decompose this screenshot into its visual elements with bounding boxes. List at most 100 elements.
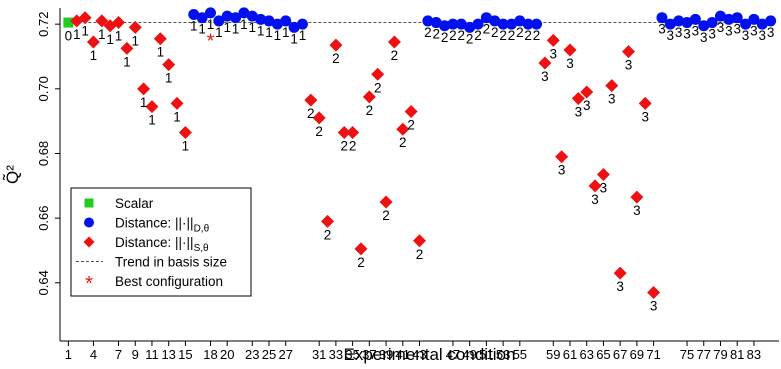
point-label: 3: [675, 25, 683, 40]
point-label: 1: [240, 17, 248, 32]
x-tick-label: 59: [546, 347, 560, 362]
point-label: 2: [499, 28, 507, 43]
point-label: 1: [249, 20, 257, 35]
point-label: 1: [98, 27, 106, 42]
point-label: 1: [165, 71, 173, 86]
point-label: 3: [658, 22, 666, 37]
point-label: 2: [416, 247, 424, 262]
point-label: 3: [717, 20, 725, 35]
point-label: 1: [115, 29, 123, 44]
point-label: 2: [357, 255, 365, 270]
point-label: 3: [708, 27, 716, 42]
data-point: [371, 68, 384, 81]
point-label: 1: [90, 48, 98, 63]
point-label: 1: [257, 23, 265, 38]
point-label: 2: [432, 27, 440, 42]
point-label: 1: [207, 17, 215, 32]
x-tick-label: 25: [262, 347, 276, 362]
point-label: 3: [750, 23, 758, 38]
y-tick-label: 0.64: [36, 270, 51, 295]
x-tick-label: 69: [630, 347, 644, 362]
point-label: 1: [140, 95, 148, 110]
point-label: 2: [366, 103, 374, 118]
x-tick-label: 23: [245, 347, 259, 362]
point-label: 1: [282, 25, 290, 40]
point-label: 1: [123, 54, 131, 69]
point-label: 3: [633, 203, 641, 218]
x-tick-label: 79: [713, 347, 727, 362]
point-label: 0: [65, 29, 73, 44]
point-label: 1: [106, 32, 114, 47]
point-label: 3: [583, 98, 591, 113]
point-label: 2: [399, 135, 407, 150]
point-label: 2: [524, 28, 532, 43]
point-label: 3: [550, 46, 558, 61]
point-label: 1: [182, 138, 190, 153]
x-tick-label: 81: [730, 347, 744, 362]
x-tick-label: 9: [132, 347, 139, 362]
legend: ScalarDistance: ||·||D,θDistance: ||·||S…: [71, 188, 251, 296]
x-tick-label: 18: [203, 347, 217, 362]
point-label: 3: [558, 163, 566, 178]
point-label: 3: [725, 23, 733, 38]
x-tick-label: 33: [329, 347, 343, 362]
data-point: [137, 82, 150, 95]
point-label: 3: [759, 28, 767, 43]
data-point: [329, 39, 342, 52]
point-label: 2: [483, 22, 491, 37]
legend-swatch: *: [85, 273, 93, 295]
point-label: 2: [332, 51, 340, 66]
data-point: [145, 100, 158, 113]
data-point: [405, 105, 418, 118]
data-point: [630, 191, 643, 204]
point-label: 3: [700, 30, 708, 45]
x-tick-label: 67: [613, 347, 627, 362]
x-axis-title: Experimental condition: [344, 345, 516, 364]
point-label: 1: [232, 22, 240, 37]
data-point: [647, 286, 660, 299]
point-label: 2: [466, 31, 474, 46]
point-label: 3: [608, 92, 616, 107]
x-tick-label: 83: [747, 347, 761, 362]
point-label: 3: [650, 299, 658, 314]
legend-label: Trend in basis size: [115, 255, 227, 270]
point-label: 1: [299, 28, 307, 43]
point-label: 2: [516, 25, 524, 40]
x-tick-label: 63: [579, 347, 593, 362]
data-point: [321, 215, 334, 228]
data-point: [171, 97, 184, 110]
point-label: 3: [616, 279, 624, 294]
point-label: 2: [474, 28, 482, 43]
point-label: 3: [683, 27, 691, 42]
data-point: [154, 32, 167, 45]
point-label: 1: [173, 109, 181, 124]
data-point: [346, 126, 359, 139]
data-point: [313, 111, 326, 124]
point-label: 2: [315, 124, 323, 139]
point-label: 2: [340, 138, 348, 153]
point-label: 3: [733, 22, 741, 37]
data-point: [179, 126, 192, 139]
point-label: 3: [600, 181, 608, 196]
data-point: [639, 97, 652, 110]
point-label: 2: [424, 25, 432, 40]
point-label: 1: [148, 113, 156, 128]
point-label: 1: [157, 45, 165, 60]
data-point: [605, 79, 618, 92]
x-tick-label: 1: [65, 347, 72, 362]
data-point: [380, 195, 393, 208]
y-tick-label: 0.72: [36, 12, 51, 37]
x-tick-label: 31: [312, 347, 326, 362]
point-label: 2: [324, 227, 332, 242]
point-label: 2: [391, 48, 399, 63]
best-configuration-asterisk: *: [207, 31, 215, 53]
data-point: [555, 150, 568, 163]
x-tick-label: 13: [161, 347, 175, 362]
point-label: 3: [575, 105, 583, 120]
point-label: 2: [407, 117, 415, 132]
x-tick-label: 27: [278, 347, 292, 362]
point-label: 2: [441, 30, 449, 45]
point-label: 3: [591, 192, 599, 207]
x-tick-label: 71: [646, 347, 660, 362]
